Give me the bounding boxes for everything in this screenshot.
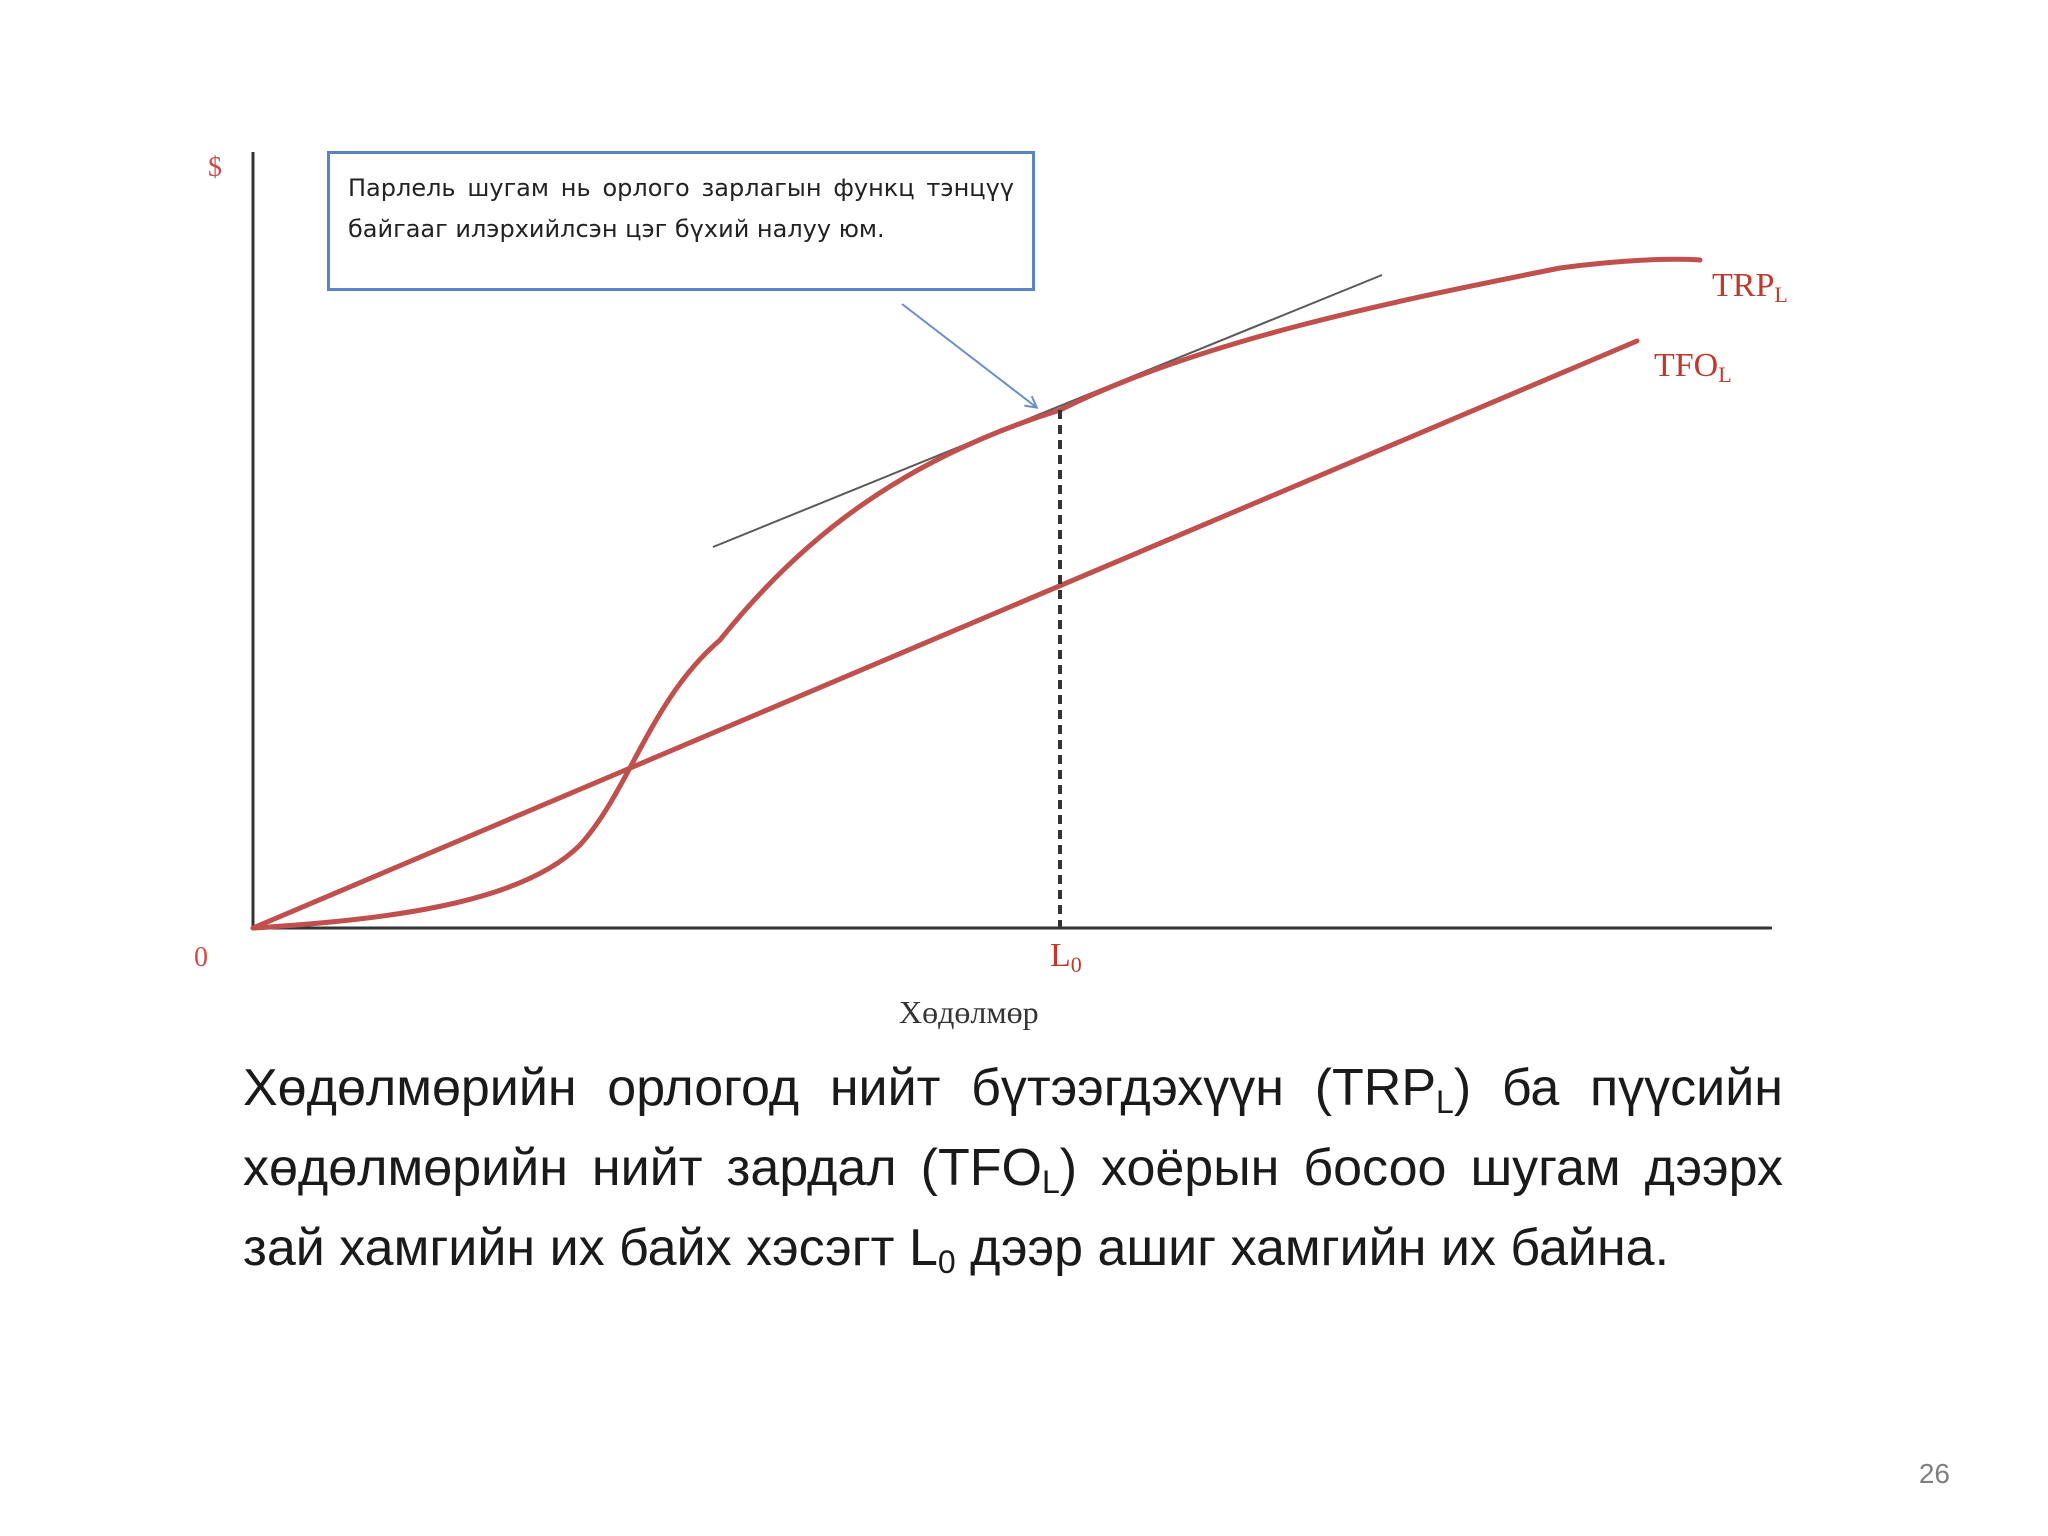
caption-part-1: Хөдөлмөрийн орлогод нийт бүтээгдэхүүн (T… [243,1059,1437,1117]
callout-box: Парлель шугам нь орлого зарлагын функц т… [327,151,1035,291]
caption-sub-3: 0 [937,1244,956,1280]
x-axis-label: Хөдөлмөр [899,994,1039,1030]
caption-sub-2: L [1041,1164,1060,1200]
trp-label-main: TRP [1712,267,1774,304]
caption: Хөдөлмөрийн орлогод нийт бүтээгдэхүүн (T… [243,1048,1783,1288]
trp-label: TRPL [1712,267,1788,307]
y-axis-label: $ [208,152,222,183]
tfo-label: TFOL [1654,347,1732,387]
callout-arrow [901,303,1036,407]
caption-part-4: дээр ашиг хамгийн их байна. [955,1219,1670,1277]
caption-sub-1: L [1436,1084,1454,1120]
l0-label-sub: 0 [1071,952,1082,977]
tfo-label-main: TFO [1654,347,1718,384]
tfo-curve [250,338,1640,931]
callout-text: Парлель шугам нь орлого зарлагын функц т… [348,174,1014,243]
origin-label: 0 [194,942,208,973]
trp-label-sub: L [1774,282,1787,307]
l0-label: L0 [1050,937,1082,977]
caption-part-2: ) ба пүүсийн хөдөлмөрийн нийт зардал (TF… [243,1059,1783,1197]
trp-curve [250,256,1703,931]
caption-part-3: ) хоёрын босоо шугам дээрх зай хамгийн и… [243,1139,1783,1277]
l0-label-main: L [1050,937,1071,974]
tfo-label-sub: L [1718,362,1731,387]
tangent-line [712,274,1383,548]
page-number: 26 [1918,1458,1950,1489]
